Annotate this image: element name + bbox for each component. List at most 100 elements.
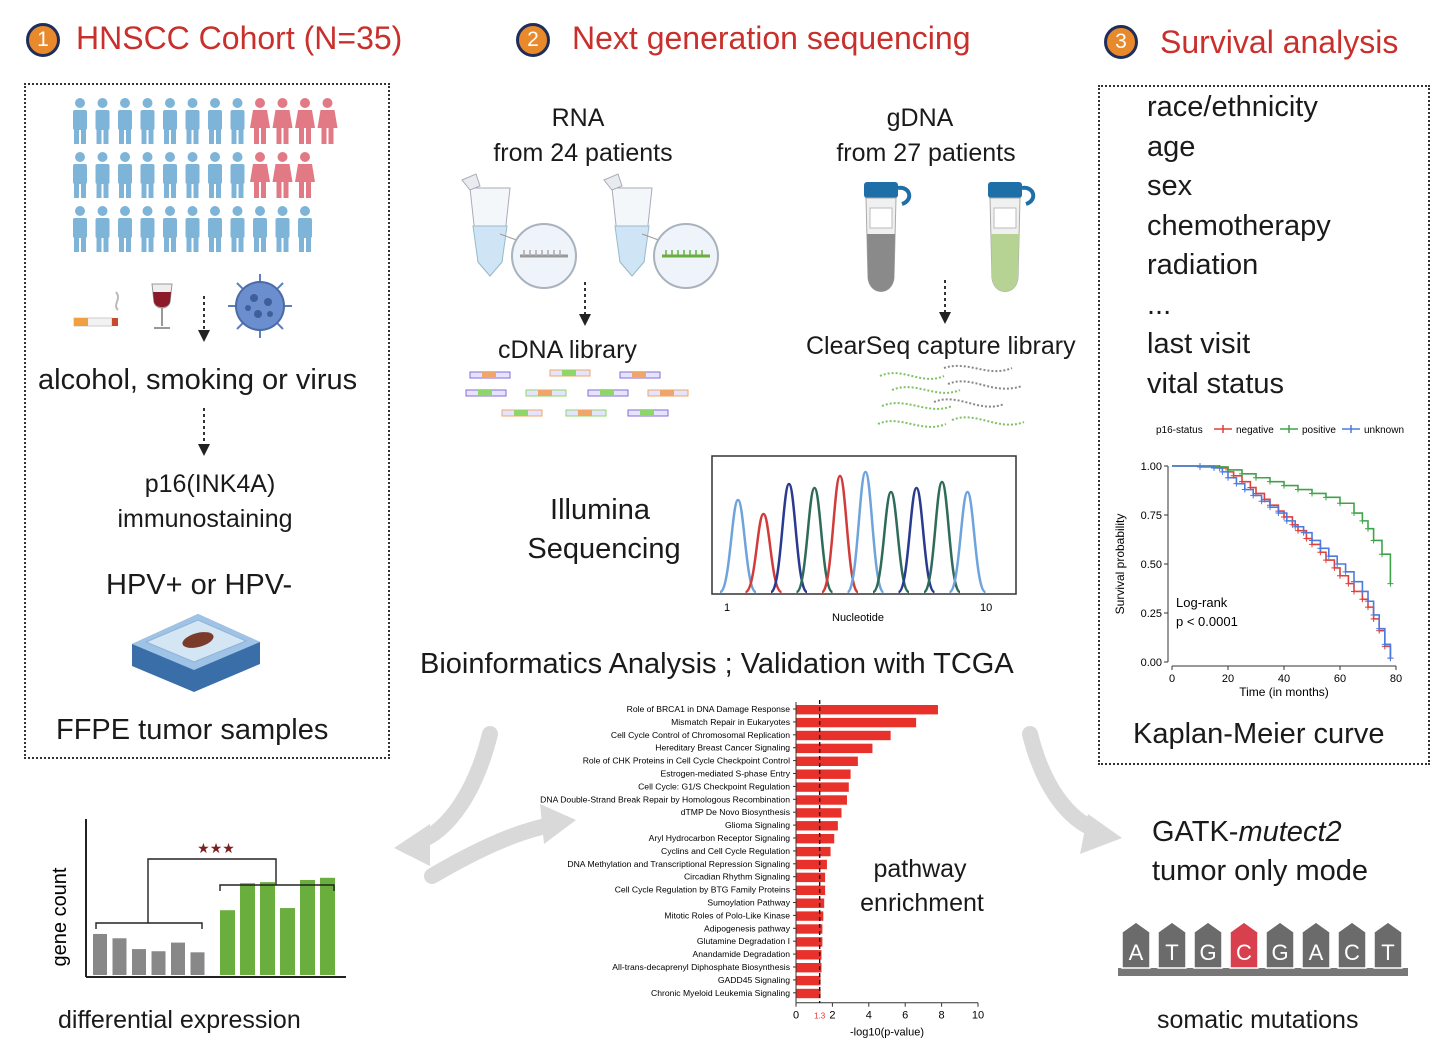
km-y-tick-label: 0.00: [1141, 657, 1162, 669]
pathway-label: Anandamide Degradation: [693, 949, 791, 959]
pathway-x-tick-label: 4: [866, 1010, 872, 1022]
cdna-label: cDNA library: [498, 336, 637, 364]
km-x-tick-label: 20: [1222, 673, 1234, 685]
km-censor-mark: [1295, 527, 1301, 534]
nucleotide-letter: G: [1271, 940, 1288, 965]
clinical-variable: vital status: [1147, 367, 1284, 400]
capture-library-icon: [877, 364, 1025, 428]
cdna-fragment: [647, 389, 689, 397]
km-censor-mark: [1258, 498, 1265, 505]
pathway-bar: [796, 705, 938, 715]
km-censor-mark: [1345, 580, 1352, 587]
male-patient-icon: [95, 206, 110, 252]
nucleotide-letter: A: [1129, 940, 1144, 965]
cigarette-icon: [73, 291, 119, 327]
km-censor-mark: [1334, 561, 1341, 567]
chromatogram-xlabel: Nucleotide: [832, 612, 884, 624]
nucleotide-tag: G: [1265, 921, 1295, 969]
km-legend-label: positive: [1302, 425, 1336, 436]
pathway-label: Estrogen-mediated S-phase Entry: [661, 769, 791, 779]
cdna-fragment: [525, 389, 567, 397]
samples-label: FFPE tumor samples: [56, 714, 329, 746]
km-censor-mark: [1351, 588, 1357, 595]
km-censor-mark: [1250, 492, 1257, 499]
pathway-label: Aryl Hydrocarbon Receptor Signaling: [649, 833, 791, 843]
clinical-variable: race/ethnicity: [1147, 91, 1318, 123]
nucleotide-tag: T: [1373, 921, 1403, 969]
pathway-x-tick-label: 10: [972, 1010, 984, 1022]
pathway-label: Sumoylation Pathway: [707, 898, 790, 908]
male-patient-icon: [163, 98, 177, 144]
nucleotide-tag: C: [1229, 921, 1259, 969]
nucleotide-tag: A: [1121, 921, 1151, 969]
gatk-tool: mutect2: [1238, 816, 1342, 848]
km-legend-label: negative: [1236, 425, 1274, 436]
hpv-label: HPV+ or HPV-: [106, 569, 293, 601]
pathway-bar: [796, 717, 917, 728]
female-patient-icon: [250, 152, 270, 198]
km-x-tick-label: 40: [1278, 673, 1290, 685]
dotted-arrow: [579, 282, 591, 326]
km-censor-mark: [1292, 523, 1299, 530]
kaplan-meier-chart: p16-status negative positive unknown 0.00 0.2…: [1113, 425, 1404, 699]
chromatogram-peak: [871, 490, 911, 594]
pathway-label: GADD45 Signaling: [718, 975, 790, 985]
km-censor-mark: [1337, 500, 1343, 507]
pathway-label: Cell Cycle: G1/S Checkpoint Regulation: [638, 781, 790, 791]
km-censor-mark: [1281, 482, 1287, 489]
step-2-title: Next generation sequencing: [572, 20, 971, 56]
cdna-fragment: [469, 371, 511, 379]
significance-bracket: [95, 858, 335, 929]
gatk-mode: tumor only mode: [1152, 855, 1368, 887]
de-bar-control: [112, 938, 127, 975]
nucleotide-tag: G: [1193, 921, 1223, 969]
pathway-x-tick-label: 6: [902, 1010, 908, 1022]
km-y-tick-label: 0.75: [1141, 510, 1162, 522]
rna-tubes-icon: [461, 173, 719, 289]
pathway-bar: [796, 937, 823, 947]
female-patient-icon: [272, 98, 293, 144]
male-patient-icon: [140, 206, 155, 252]
pathway-label: Hereditary Breast Cancer Signaling: [655, 743, 790, 753]
gdna-line1: gDNA: [886, 104, 954, 132]
somatic-label: somatic mutations: [1157, 1006, 1359, 1034]
nucleotide-tag: C: [1337, 921, 1367, 969]
km-censor-mark: [1300, 529, 1307, 536]
pathway-line2: enrichment: [860, 889, 984, 917]
illumina-line2: Sequencing: [527, 533, 681, 565]
pathway-bar: [796, 975, 821, 986]
de-ylabel: gene count: [49, 867, 71, 966]
de-bar-tumor: [320, 877, 335, 975]
tissue-slide-icon: [132, 614, 260, 692]
pathway-bar: [796, 872, 826, 883]
pathway-bar: [796, 963, 822, 973]
km-censor-mark: [1309, 490, 1315, 497]
pathway-label: dTMP De Novo Biosynthesis: [681, 807, 790, 817]
km-censor-mark: [1309, 537, 1315, 544]
km-censor-mark: [1365, 604, 1371, 611]
pathway-x-tick-label: 2: [829, 1010, 835, 1022]
km-censor-mark: [1370, 611, 1377, 618]
pathway-bar: [796, 782, 849, 792]
de-bar-control: [132, 949, 146, 975]
km-censor-mark: [1303, 535, 1310, 542]
km-x-tick-label: 60: [1334, 673, 1346, 685]
flow-arrows: [394, 726, 1122, 884]
female-patient-icon: [317, 98, 338, 144]
male-patient-icon: [185, 98, 200, 144]
pathway-xlabel: -log10(p-value): [850, 1027, 924, 1039]
male-patient-icon: [73, 98, 87, 144]
rna-line2: from 24 patients: [493, 139, 673, 167]
de-bar-control: [171, 942, 185, 975]
female-patient-icon: [295, 152, 315, 198]
km-ylabel: Survival probability: [1113, 514, 1127, 615]
nucleotide-letter: A: [1309, 940, 1324, 965]
km-censor-mark: [1351, 578, 1357, 585]
km-censor-mark: [1365, 525, 1371, 532]
pathway-label: Circadian Rhythm Signaling: [684, 872, 790, 882]
male-patient-icon: [185, 152, 200, 198]
km-label: Kaplan-Meier curve: [1133, 718, 1385, 750]
significance-stars: ★★★: [197, 840, 235, 856]
pathway-label: Mitotic Roles of Polo-Like Kinase: [664, 910, 790, 920]
